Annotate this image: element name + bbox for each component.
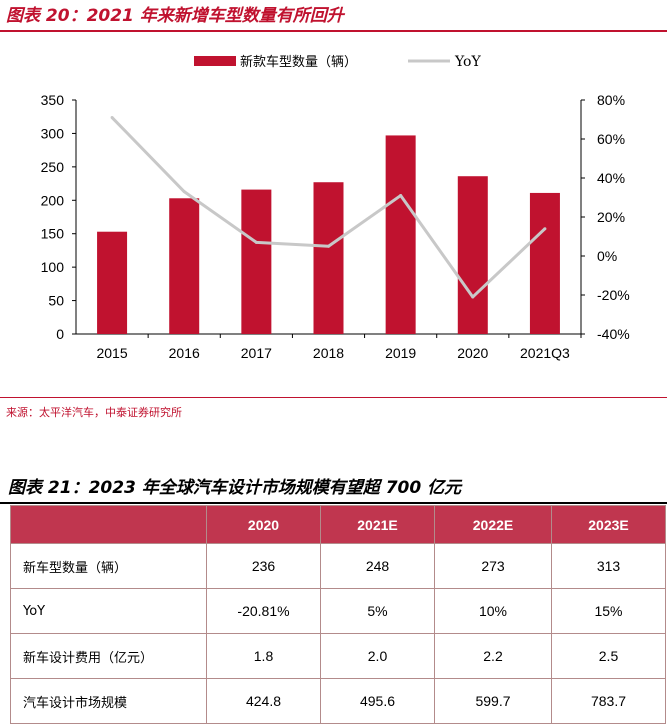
table-header-cell: 2022E	[434, 505, 552, 544]
table-cell: -20.81%	[206, 588, 321, 634]
left-tick-label: 100	[41, 259, 65, 275]
x-tick-label: 2020	[457, 345, 488, 361]
yoy-point	[254, 240, 258, 244]
table-cell: 2.5	[551, 633, 666, 679]
yoy-point	[327, 244, 330, 248]
bar	[241, 189, 272, 334]
table-cell: 1.8	[206, 633, 321, 679]
figure-21-top-rule	[0, 502, 667, 504]
table-header-cell: 2020	[206, 505, 321, 544]
bar-line-chart: 0 50 100 150 200 250 300 350 -40% -20% 0% 20% 40% 60%…	[41, 54, 630, 361]
yoy-point	[110, 116, 114, 120]
bar	[169, 198, 200, 334]
right-tick-label: -40%	[597, 326, 630, 342]
table-cell: 5%	[320, 588, 435, 634]
left-tick-label: 150	[41, 226, 65, 242]
left-tick-label: 0	[56, 326, 64, 342]
right-tick-label: 0%	[597, 248, 617, 264]
left-tick-label: 50	[48, 293, 64, 309]
left-tick-label: 200	[41, 192, 65, 208]
right-tick-label: 40%	[597, 170, 625, 186]
bar	[529, 192, 560, 334]
right-tick-label: -20%	[597, 287, 630, 303]
bar	[313, 182, 344, 334]
table-row: 汽车设计市场规模 424.8 495.6 599.7 783.7	[10, 678, 666, 724]
left-tick-label: 250	[41, 159, 65, 175]
right-tick-label: 20%	[597, 209, 625, 225]
yoy-point	[182, 190, 186, 194]
table-cell: 10%	[434, 588, 552, 634]
figure-20-bottom-rule	[0, 397, 667, 398]
table-cell: 783.7	[551, 678, 666, 724]
table-row: 新车型数量（辆） 236 248 273 313	[10, 543, 666, 589]
figure-20-title: 图表 20：2021 年来新增车型数量有所回升	[6, 6, 344, 26]
table-cell: 15%	[551, 588, 666, 634]
table-header-cell	[10, 505, 207, 544]
bar	[97, 231, 128, 334]
table-cell: 236	[206, 543, 321, 589]
table-cell: 424.8	[206, 678, 321, 724]
figure-20-top-rule	[0, 30, 667, 32]
figure-20-source: 来源：太平洋汽车，中泰证券研究所	[6, 406, 182, 419]
yoy-point	[471, 295, 475, 299]
table-cell: 2.0	[320, 633, 435, 679]
legend-label-bars: 新款车型数量（辆）	[240, 54, 357, 70]
yoy-point	[543, 227, 547, 231]
x-tick-label: 2017	[241, 345, 272, 361]
table-header-cell: 2023E	[551, 505, 666, 544]
bar	[457, 176, 488, 334]
table-row: YoY -20.81% 5% 10% 15%	[10, 588, 666, 634]
x-tick-label: 2019	[385, 345, 416, 361]
table-header-cell: 2021E	[320, 505, 435, 544]
table-cell: 2.2	[434, 633, 552, 679]
x-tick-label: 2018	[313, 345, 344, 361]
table-cell: 273	[434, 543, 552, 589]
right-tick-label: 80%	[597, 92, 625, 108]
table-header-row: 2020 2021E 2022E 2023E	[10, 505, 666, 544]
row-label: 汽车设计市场规模	[10, 678, 207, 724]
row-label: YoY	[10, 588, 207, 634]
table-cell: 495.6	[320, 678, 435, 724]
x-tick-label: 2015	[96, 345, 127, 361]
right-tick-label: 60%	[597, 131, 625, 147]
x-tick-label: 2016	[169, 345, 200, 361]
table-cell: 313	[551, 543, 666, 589]
table-row: 新车设计费用（亿元） 1.8 2.0 2.2 2.5	[10, 633, 666, 679]
row-label: 新车设计费用（亿元）	[10, 633, 207, 679]
left-tick-label: 300	[41, 125, 65, 141]
legend-swatch-bars	[194, 56, 236, 66]
legend-label-line: YoY	[454, 54, 481, 70]
bar	[385, 135, 416, 334]
yoy-point	[399, 194, 403, 198]
left-tick-label: 350	[41, 92, 65, 108]
figure-21-title: 图表 21：2023 年全球汽车设计市场规模有望超 700 亿元	[8, 478, 462, 498]
table-cell: 599.7	[434, 678, 552, 724]
row-label: 新车型数量（辆）	[10, 543, 207, 589]
market-size-table: 2020 2021E 2022E 2023E 新车型数量（辆） 236 248 …	[10, 505, 666, 724]
x-tick-label: 2021Q3	[520, 345, 570, 361]
table-cell: 248	[320, 543, 435, 589]
